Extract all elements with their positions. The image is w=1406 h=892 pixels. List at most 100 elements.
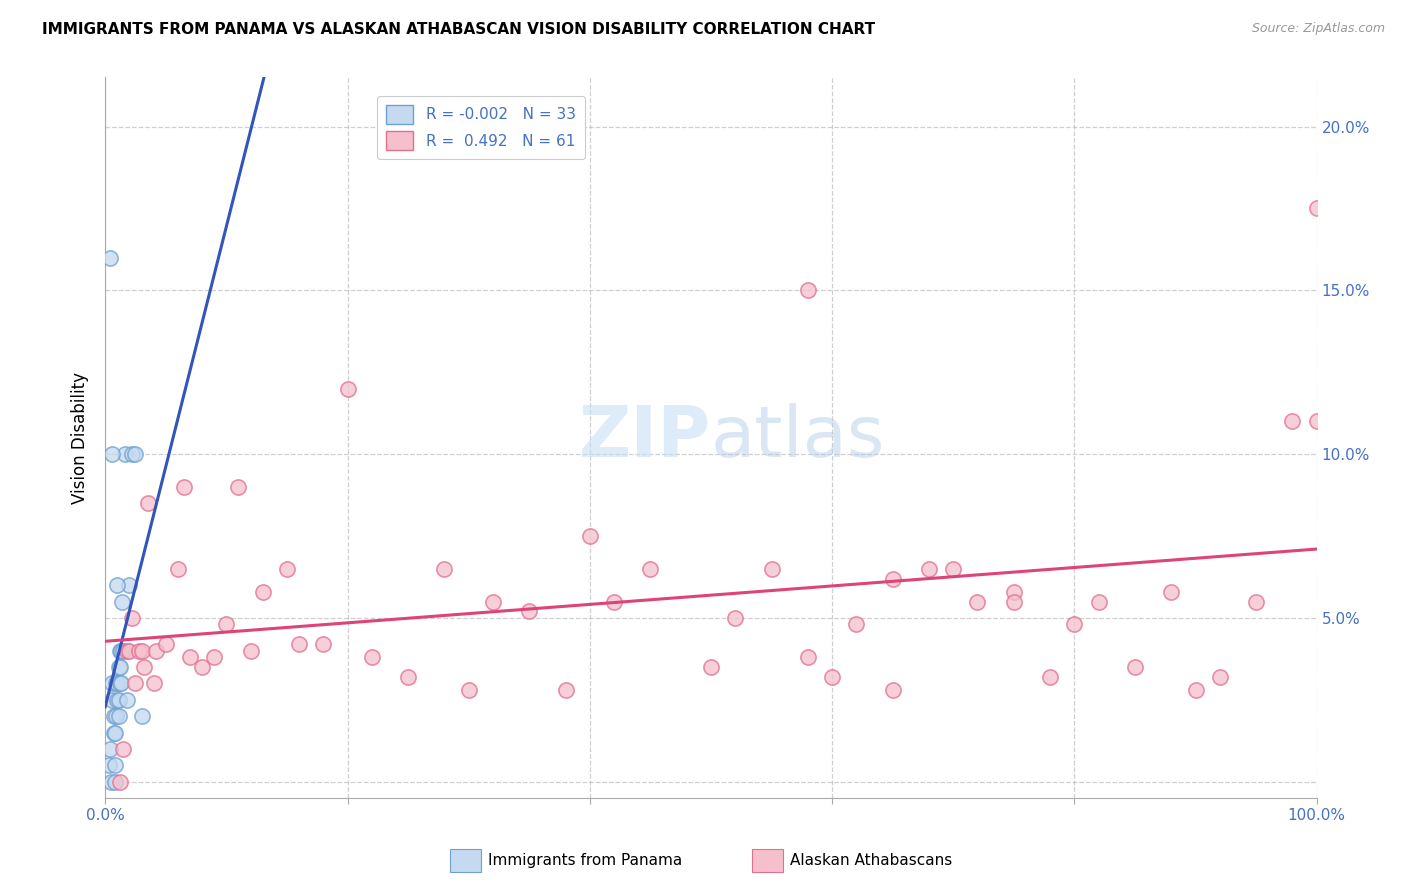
Point (108, 660, 131, 674)
Point (115, 693, 138, 707)
Point (821, 670, 844, 684)
Point (103, 709, 125, 723)
Point (228, 480, 250, 494)
Point (1123, 660, 1146, 674)
Point (98, 251, 121, 265)
Point (724, 611, 747, 625)
Point (640, 562, 662, 576)
Point (312, 637, 335, 651)
Y-axis label: Vision Disability: Vision Disability (72, 372, 89, 504)
Point (396, 670, 419, 684)
Point (215, 617, 238, 632)
Point (1305, 202, 1327, 216)
Point (110, 676, 132, 690)
Point (336, 382, 359, 396)
Point (433, 562, 456, 576)
Point (1184, 683, 1206, 698)
Point (136, 496, 159, 510)
Point (105, 676, 128, 690)
Point (578, 529, 600, 543)
Point (112, 643, 135, 657)
Text: Immigrants from Panama: Immigrants from Panama (488, 854, 682, 868)
Point (107, 709, 129, 723)
Point (288, 637, 311, 651)
Point (124, 447, 146, 461)
Point (173, 480, 195, 494)
Text: Alaskan Athabascans: Alaskan Athabascans (790, 854, 952, 868)
Point (100, 774, 122, 789)
Point (1244, 594, 1267, 608)
Point (111, 594, 134, 608)
Text: IMMIGRANTS FROM PANAMA VS ALASKAN ATHABASCAN VISION DISABILITY CORRELATION CHART: IMMIGRANTS FROM PANAMA VS ALASKAN ATHABA… (42, 22, 876, 37)
Text: atlas: atlas (711, 403, 886, 472)
Point (1002, 594, 1025, 608)
Point (202, 650, 225, 665)
Point (107, 660, 129, 674)
Point (108, 676, 131, 690)
Point (882, 572, 904, 586)
Point (114, 447, 136, 461)
Point (101, 447, 124, 461)
Point (142, 676, 165, 690)
Point (155, 637, 177, 651)
Point (101, 676, 124, 690)
Text: ZIP: ZIP (579, 403, 711, 472)
Text: Source: ZipAtlas.com: Source: ZipAtlas.com (1251, 22, 1385, 36)
Point (276, 562, 298, 576)
Point (700, 660, 723, 674)
Legend: R = -0.002   N = 33, R =  0.492   N = 61: R = -0.002 N = 33, R = 0.492 N = 61 (377, 95, 585, 159)
Point (128, 643, 150, 657)
Point (797, 284, 820, 298)
Point (1160, 584, 1182, 599)
Point (108, 774, 131, 789)
Point (124, 676, 146, 690)
Point (966, 594, 988, 608)
Point (118, 643, 141, 657)
Point (110, 643, 132, 657)
Point (105, 578, 128, 592)
Point (105, 676, 128, 690)
Point (97, 758, 120, 772)
Point (457, 683, 479, 698)
Point (1209, 670, 1232, 684)
Point (105, 709, 128, 723)
Point (107, 693, 129, 707)
Point (517, 604, 540, 618)
Point (121, 611, 143, 625)
Point (797, 650, 820, 665)
Point (1305, 414, 1327, 428)
Point (1002, 584, 1025, 599)
Point (179, 650, 201, 665)
Point (108, 643, 131, 657)
Point (118, 578, 141, 592)
Point (101, 693, 124, 707)
Point (554, 683, 576, 698)
Point (105, 693, 128, 707)
Point (104, 774, 127, 789)
Point (104, 725, 127, 739)
Point (1087, 594, 1109, 608)
Point (103, 725, 125, 739)
Point (132, 660, 155, 674)
Point (1039, 670, 1062, 684)
Point (115, 643, 138, 657)
Point (761, 562, 783, 576)
Point (882, 683, 904, 698)
Point (131, 709, 153, 723)
Point (104, 758, 127, 772)
Point (942, 562, 965, 576)
Point (252, 584, 274, 599)
Point (845, 617, 868, 632)
Point (603, 594, 626, 608)
Point (131, 643, 153, 657)
Point (121, 447, 143, 461)
Point (239, 643, 262, 657)
Point (98, 742, 121, 756)
Point (1063, 617, 1085, 632)
Point (360, 650, 382, 665)
Point (1281, 414, 1303, 428)
Point (918, 562, 941, 576)
Point (112, 742, 135, 756)
Point (167, 562, 190, 576)
Point (145, 643, 167, 657)
